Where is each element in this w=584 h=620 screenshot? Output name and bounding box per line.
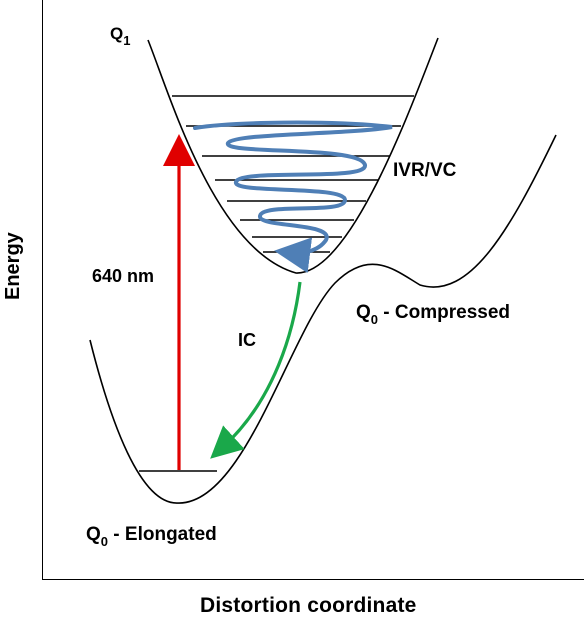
x-axis-label: Distortion coordinate <box>200 594 417 617</box>
q1-label: Q1 <box>110 24 131 48</box>
ic-arrow <box>210 281 302 459</box>
y-axis-label: Energy <box>2 232 24 300</box>
plot-frame <box>42 0 584 580</box>
q0-elongated-label: Q0 - Elongated <box>86 524 217 549</box>
excitation-label: 640 nm <box>92 266 155 286</box>
q0-compressed-label: Q0 - Compressed <box>356 302 510 327</box>
ivr-vc-label: IVR/VC <box>393 160 457 181</box>
q0-potential-curve <box>89 134 557 504</box>
ic-label: IC <box>238 330 256 350</box>
ivr-wavy-arrow <box>193 120 393 274</box>
